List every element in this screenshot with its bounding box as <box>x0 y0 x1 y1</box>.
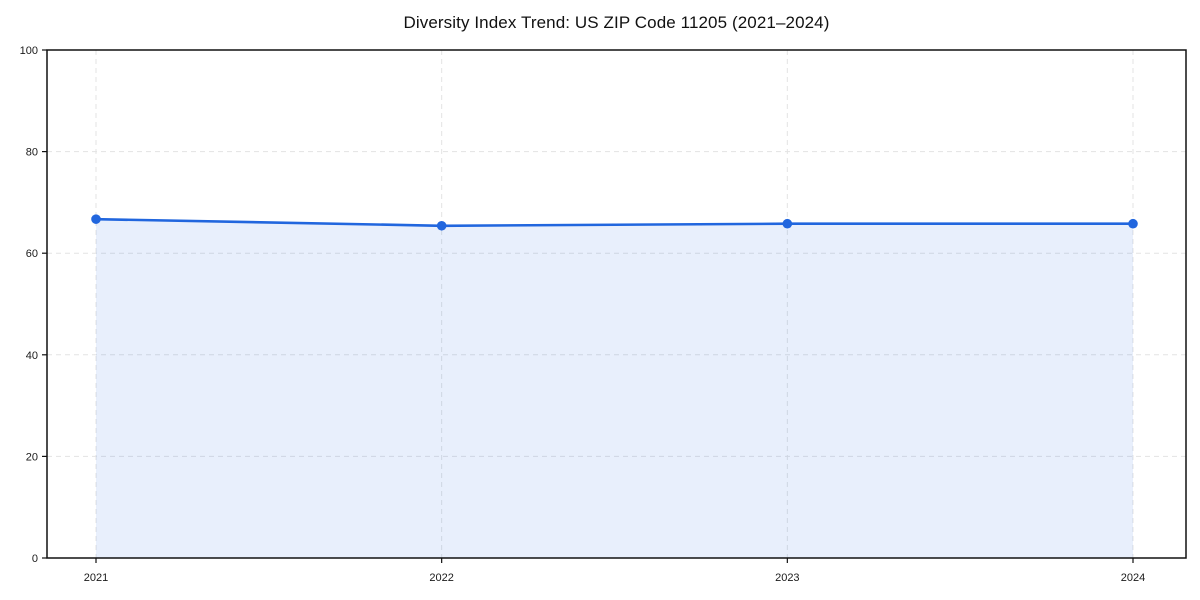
x-axis-tick-label: 2021 <box>84 572 108 584</box>
data-point-marker <box>91 214 101 224</box>
plot-border <box>46 49 1187 559</box>
y-axis-tick-label: 40 <box>26 350 38 362</box>
data-point-marker <box>782 218 793 229</box>
y-axis-tick-label: 0 <box>32 553 38 565</box>
chart-title: Diversity Index Trend: US ZIP Code 11205… <box>403 13 830 32</box>
y-axis-tick-label: 60 <box>26 248 38 260</box>
y-axis-tick-label: 100 <box>20 45 38 57</box>
x-axis-tick-label: 2023 <box>775 572 799 584</box>
data-point-marker <box>436 220 447 231</box>
area-fill <box>96 219 1133 558</box>
x-axis-tick-label: 2024 <box>1121 572 1145 584</box>
trend-line <box>94 217 1135 228</box>
y-axis-tick-label: 20 <box>26 451 38 463</box>
y-axis-tick-label: 80 <box>26 147 38 159</box>
data-point-marker <box>1128 218 1138 229</box>
x-axis-tick-label: 2022 <box>429 572 453 584</box>
